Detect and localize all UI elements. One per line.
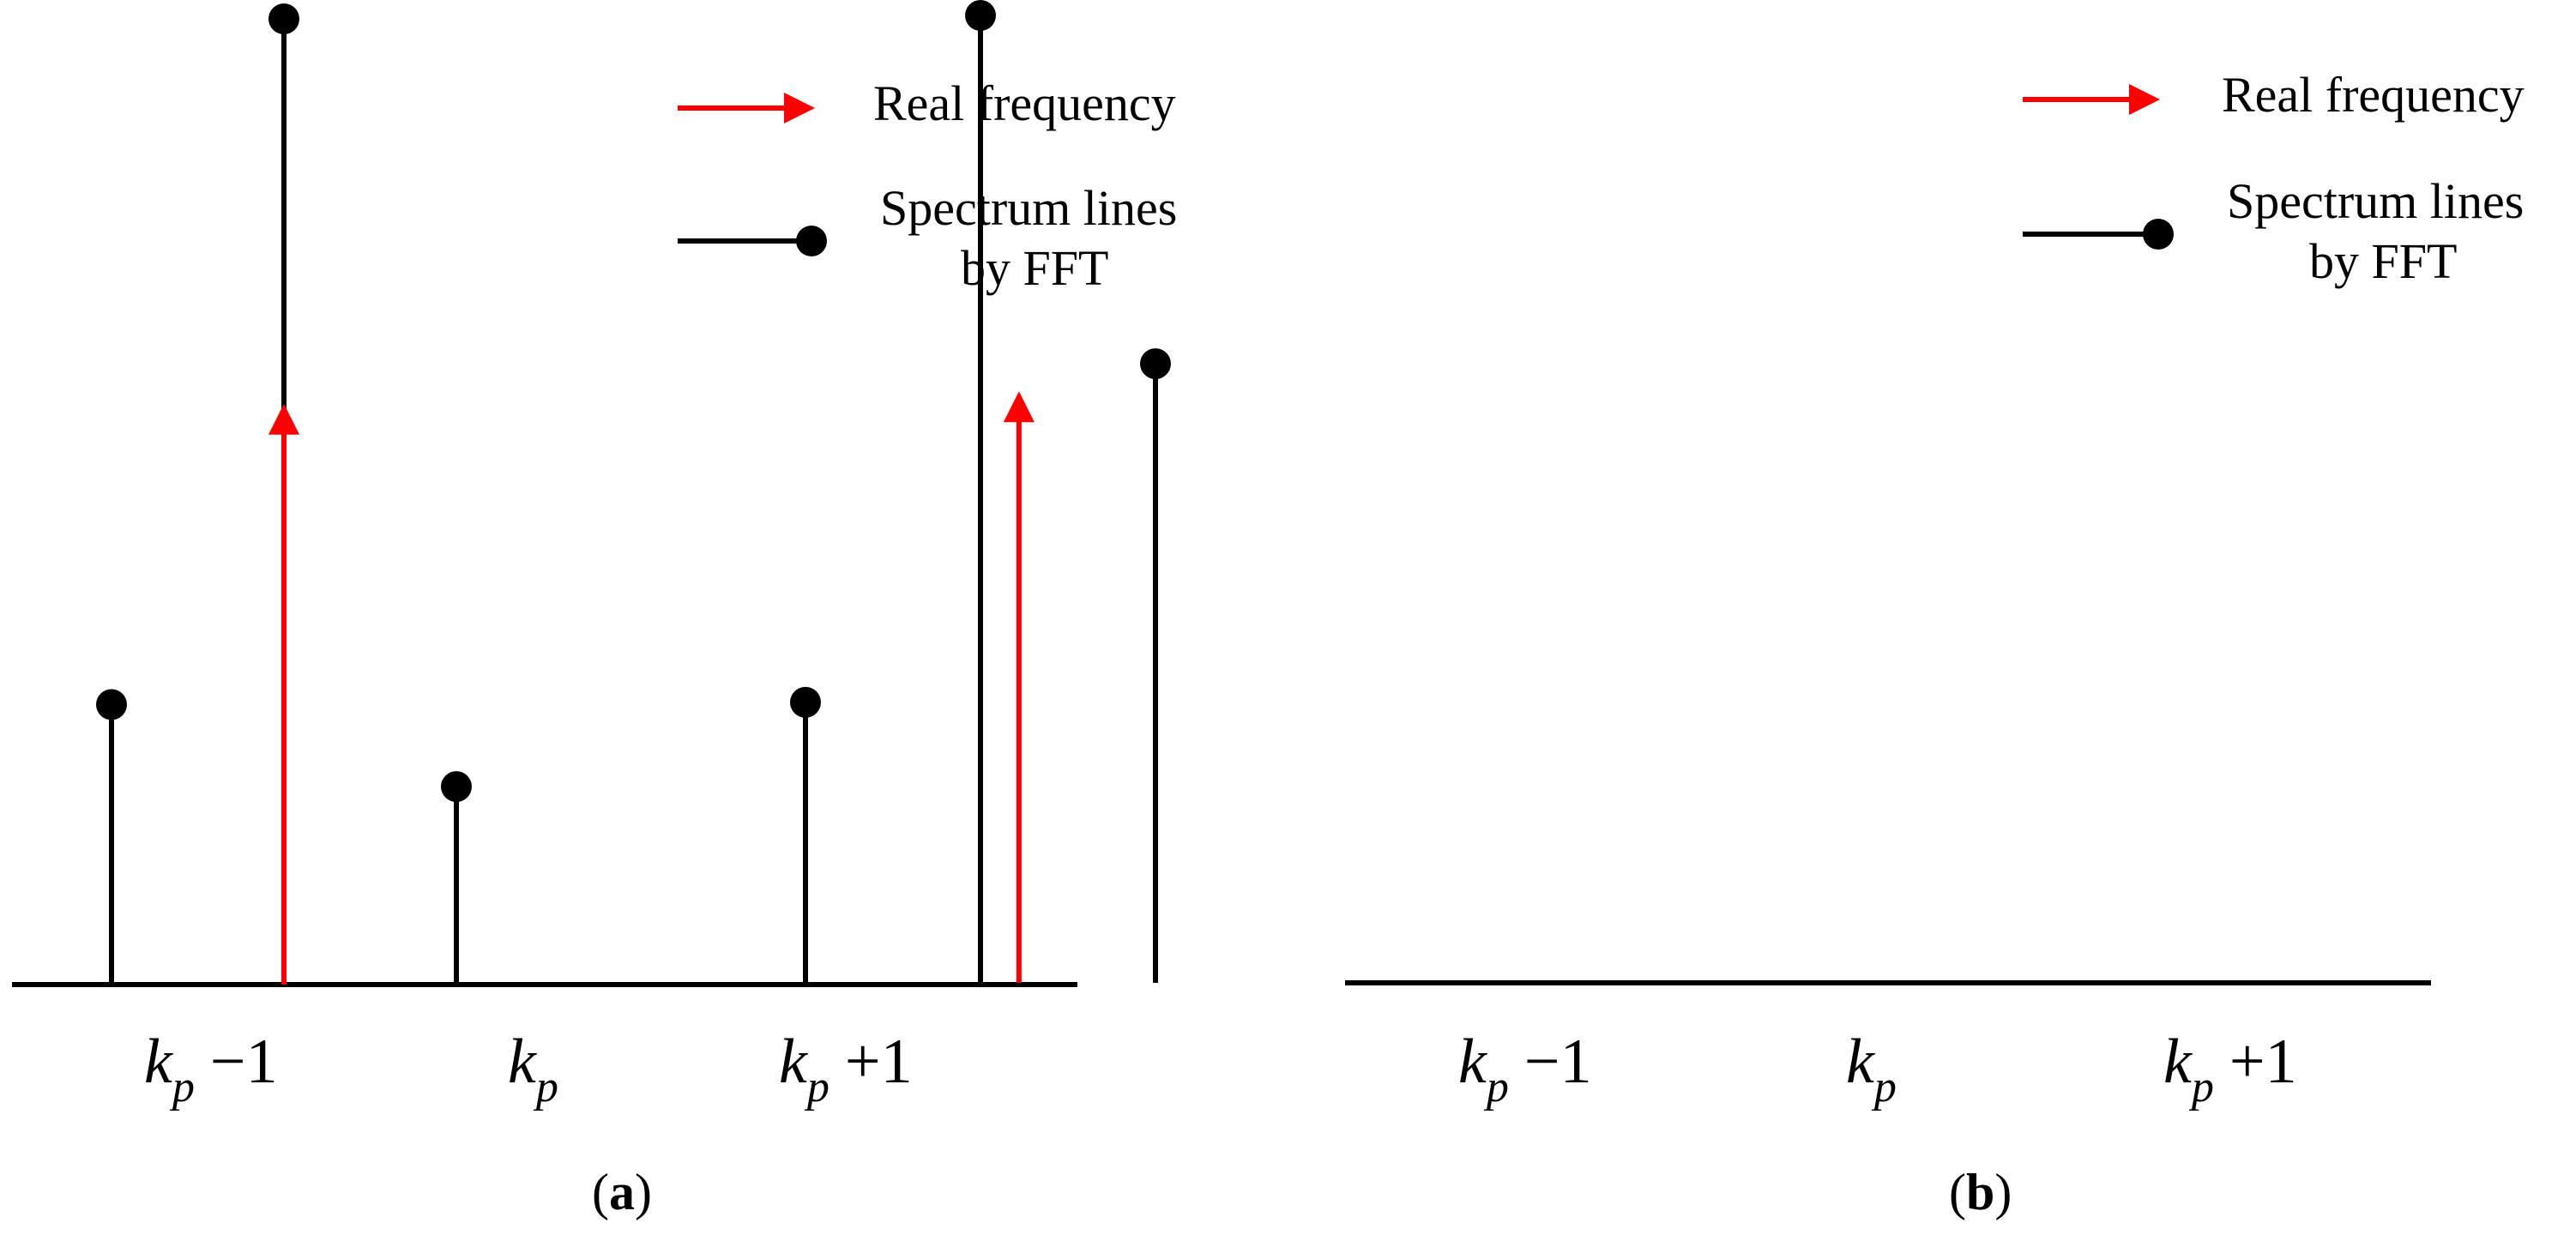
spectrum-dot-kpminus1: [96, 689, 127, 720]
tick-label-kp-minus-1: kp −1: [144, 1027, 278, 1112]
spectrum-dot-kp: [965, 0, 996, 31]
panel-b-marks: [790, 0, 1171, 983]
legend-real-frequency-label: Real frequency: [873, 75, 1176, 131]
legend-spectrum-label-line2: by FFT: [961, 240, 1108, 296]
legend: Real frequency Spectrum lines by FFT: [678, 75, 1177, 296]
tick-label-kp-plus-1: kp +1: [779, 1027, 913, 1112]
legend-spectrum-dot: [2143, 219, 2174, 250]
tick-label-kp: kp: [1846, 1027, 1897, 1112]
spectrum-dot-kpplus1: [1140, 348, 1171, 380]
legend: Real frequency Spectrum lines by FFT: [2023, 67, 2525, 289]
spectrum-dot-kpminus1: [790, 686, 821, 718]
legend-spectrum-label-line1: Spectrum lines: [2227, 173, 2524, 229]
panel-caption-a: (a): [592, 1164, 652, 1220]
panel-a-marks: [96, 3, 472, 985]
panel-b: Real frequency Spectrum lines by FFT kp −…: [790, 0, 2525, 1220]
tick-label-kp-minus-1: kp −1: [1458, 1027, 1592, 1112]
tick-label-kp-plus-1: kp +1: [2163, 1027, 2297, 1112]
spectrum-dot-kpplus1: [441, 771, 472, 803]
legend-spectrum-label-line2: by FFT: [2309, 233, 2457, 289]
panel-caption-b: (b): [1949, 1164, 2012, 1220]
panel-a: Real frequency Spectrum lines by FFT kp −…: [12, 3, 1177, 1220]
spectrum-dot-kp: [268, 3, 299, 34]
tick-label-kp: kp: [508, 1027, 558, 1112]
legend-real-frequency-label: Real frequency: [2222, 67, 2525, 123]
legend-spectrum-dot: [796, 226, 827, 256]
legend-spectrum-label-line1: Spectrum lines: [880, 180, 1177, 236]
